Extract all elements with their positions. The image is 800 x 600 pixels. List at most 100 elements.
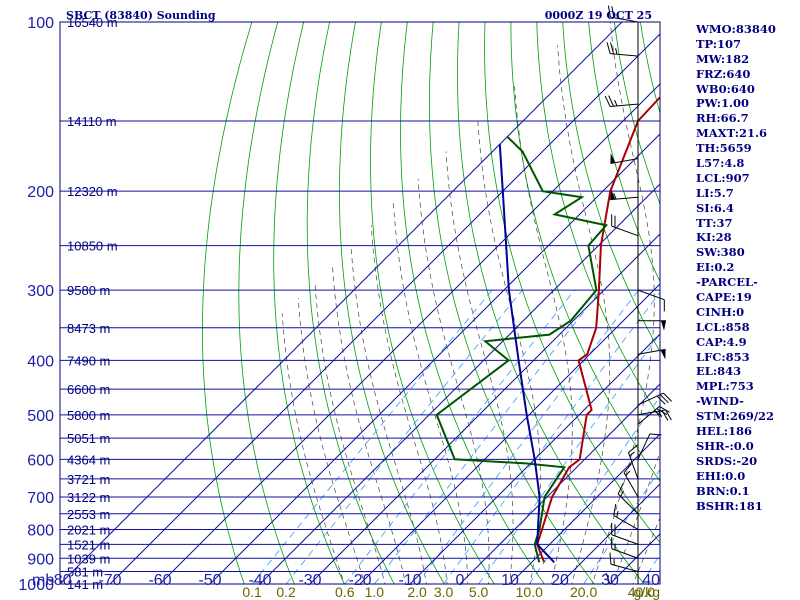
mixing-ratio-line [374,289,602,584]
mixing-ratio-label: 2.0 [407,584,427,600]
wind-barb-flag [656,408,668,415]
wind-barb-shaft [617,493,639,515]
wind-barb-half-flag [625,470,631,477]
wind-barb-flag [659,394,669,404]
index-item: EHI:0.0 [696,468,746,483]
dry-adiabat [510,22,660,482]
temperature-tick-label: 40 [642,572,660,589]
plot-frame [59,21,661,585]
pressure-axis: 100 200 300 400 500 600 700 800 900 1000 [18,15,54,594]
wind-barb-half-flag [616,510,619,518]
wind-barb-flag [628,444,638,453]
temperature-tick-label: -10 [398,572,421,589]
height-label: 141 m [67,577,103,592]
height-label: 1039 m [67,551,110,566]
wind-barb-flag [607,5,611,18]
index-item: SW:380 [696,245,745,260]
mixing-ratio-label: 0.2 [276,584,296,600]
mixing-ratio-label: 3.0 [434,584,454,600]
pressure-tick-label: 500 [27,408,54,425]
index-item: LCL:858 [696,319,750,334]
wind-barb-shaft [611,548,639,559]
chart-time-label: 0000Z 19 OCT 25 [545,9,652,22]
temperature-tick-label: -20 [348,572,371,589]
isotherm-line [309,233,660,584]
wind-barb-half-flag [613,558,615,566]
wind-barb-flag [656,395,666,405]
temperature-profile [536,95,660,563]
mixing-ratio-label: 1.0 [365,584,385,600]
wind-barb-flag [663,392,673,402]
wind-barb-flag [611,537,613,549]
dry-adiabat [429,22,595,584]
isotherm-line [509,433,660,584]
height-label: 6600 m [67,382,110,397]
temperature-tick-label: -50 [198,572,221,589]
temperature-tick-label: -40 [248,572,271,589]
index-item: TT:37 [696,215,733,230]
dry-adiabat [400,22,545,584]
index-item: WMO:83840 [696,22,776,36]
dry-adiabat [562,22,660,353]
wind-barb [627,444,639,480]
index-item: FRZ:640 [696,66,751,81]
wind-barb [623,463,639,498]
wind-barb-half-flag [613,193,617,200]
wind-barb-shaft [627,452,639,480]
index-item: SI:6.4 [696,200,734,215]
mixing-ratio-label: 20.0 [570,584,597,600]
sounding-profiles [435,95,660,563]
mixing-ratio-label: 10.0 [516,584,543,600]
dry-adiabat [370,22,495,584]
pressure-tick-label: 800 [27,523,54,540]
index-item: TP:107 [696,36,742,51]
wind-barb-flag [614,524,616,536]
mixing-ratio-unit: g/kg [634,584,660,600]
wind-barb-half-flag [614,543,616,550]
index-item: PW:1.00 [696,96,750,111]
wind-barb [638,320,666,331]
index-item: CINH:0 [696,304,745,319]
pressure-tick-label: 100 [27,15,54,32]
pressure-tick-label: 400 [27,353,54,370]
mixing-ratio-line [478,333,660,584]
wind-barb-flag [606,42,611,54]
height-label: 14110 m [67,114,117,129]
wind-barb [617,483,639,515]
dry-adiabat [588,22,660,283]
height-label: 3122 m [67,490,110,505]
chart-title: SBCT (83840) Sounding [66,9,216,22]
height-label: 16540 m [67,15,118,30]
isotherm-line [60,22,623,584]
mixing-ratio-label: 5.0 [469,584,489,600]
wind-barb-shaft [610,53,639,57]
isotherm-line [409,333,660,584]
index-item: MW:182 [696,51,750,66]
wind-barb-flag [665,409,672,421]
isobar-grid [60,21,660,585]
index-item: TH:5659 [696,141,752,156]
wind-barb [611,214,639,237]
wind-barb-half-flag [629,451,635,457]
index-item: L57:4.8 [696,156,745,171]
height-label: 8473 m [67,321,110,336]
isotherm-line [359,283,660,584]
wind-barb-flag [613,503,617,516]
wind-barb-shaft [637,406,660,425]
wind-barb-pennant [661,320,666,331]
height-label: 2553 m [67,507,110,522]
index-item: MPL:753 [696,379,754,394]
moist-adiabat [370,225,448,584]
mixing-ratio-axis: 0.1 0.2 0.6 1.0 2.0 3.0 5.0 10.0 20.0 40.0g/kg [242,584,660,600]
moist-adiabat [332,264,407,584]
height-label: 12320 m [67,184,118,199]
wind-barb-shaft [637,392,664,406]
wind-barb-shaft [610,158,639,164]
wind-barb-flag [661,410,669,421]
height-label: 7490 m [67,353,110,368]
wind-barb-flag [611,523,613,535]
index-item: BSHR:181 [696,498,763,513]
index-item: STM:269/22 [696,409,775,424]
wind-barb-flag [659,405,670,413]
